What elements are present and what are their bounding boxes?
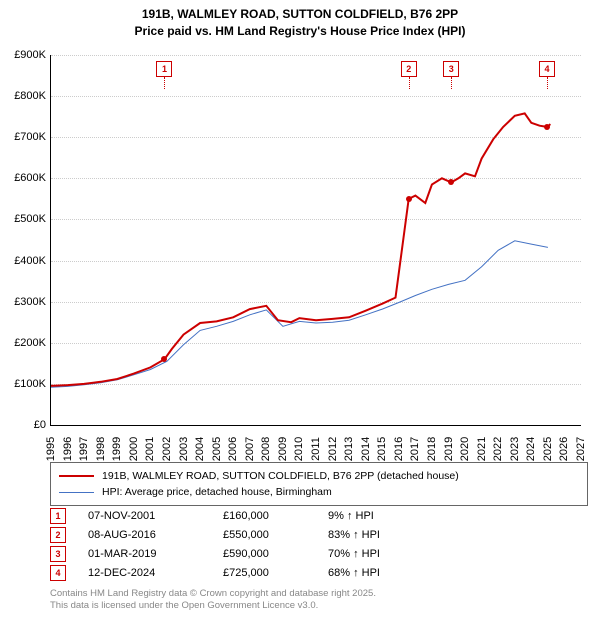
marker-dotted-line [547, 77, 548, 89]
x-tick-label: 1998 [95, 437, 107, 461]
chart-title: 191B, WALMLEY ROAD, SUTTON COLDFIELD, B7… [0, 0, 600, 40]
up-arrow-icon: ↑ HPI [353, 529, 380, 541]
transaction-date: 07-NOV-2001 [88, 510, 223, 522]
legend-label-1: 191B, WALMLEY ROAD, SUTTON COLDFIELD, B7… [102, 470, 459, 482]
up-arrow-icon: ↑ HPI [347, 510, 374, 522]
x-tick-label: 2009 [277, 437, 289, 461]
data-point-marker [544, 124, 550, 130]
transaction-price: £160,000 [223, 510, 328, 522]
legend-item-price-paid: 191B, WALMLEY ROAD, SUTTON COLDFIELD, B7… [59, 468, 579, 484]
transactions-table: 1 07-NOV-2001£160,0009% ↑ HPI 2 08-AUG-2016… [50, 506, 398, 582]
title-line-1: 191B, WALMLEY ROAD, SUTTON COLDFIELD, B7… [0, 6, 600, 23]
x-tick-label: 1995 [45, 437, 57, 461]
up-arrow-icon: ↑ HPI [353, 567, 380, 579]
transaction-date: 01-MAR-2019 [88, 548, 223, 560]
transaction-marker-num: 2 [50, 527, 66, 543]
transaction-row: 3 01-MAR-2019£590,00070% ↑ HPI [50, 544, 398, 563]
transaction-pct: 9% ↑ HPI [328, 510, 398, 522]
chart-plot-area: £0£100K£200K£300K£400K£500K£600K£700K£80… [50, 55, 581, 426]
y-tick-label: £300K [1, 296, 46, 308]
transaction-pct: 83% ↑ HPI [328, 529, 398, 541]
chart-marker-1: 1 [156, 61, 172, 77]
chart-marker-2: 2 [401, 61, 417, 77]
transaction-row: 4 12-DEC-2024£725,00068% ↑ HPI [50, 563, 398, 582]
footer-line-1: Contains HM Land Registry data © Crown c… [50, 588, 376, 600]
x-tick-label: 2016 [393, 437, 405, 461]
x-tick-label: 2022 [492, 437, 504, 461]
x-tick-label: 2014 [360, 437, 372, 461]
transaction-date: 12-DEC-2024 [88, 567, 223, 579]
x-tick-label: 2024 [525, 437, 537, 461]
transaction-price: £550,000 [223, 529, 328, 541]
y-tick-label: £500K [1, 213, 46, 225]
x-tick-label: 2021 [476, 437, 488, 461]
y-tick-label: £0 [1, 419, 46, 431]
legend-swatch-blue [59, 492, 94, 493]
x-tick-label: 2011 [310, 437, 322, 461]
marker-dotted-line [409, 77, 410, 89]
transaction-marker-num: 1 [50, 508, 66, 524]
x-tick-label: 2003 [178, 437, 190, 461]
x-tick-label: 2025 [542, 437, 554, 461]
footer-line-2: This data is licensed under the Open Gov… [50, 600, 376, 612]
footer-attribution: Contains HM Land Registry data © Crown c… [50, 588, 376, 613]
legend-item-hpi: HPI: Average price, detached house, Birm… [59, 484, 579, 500]
transaction-marker-num: 3 [50, 546, 66, 562]
x-tick-label: 2008 [260, 437, 272, 461]
transaction-pct: 68% ↑ HPI [328, 567, 398, 579]
transaction-price: £590,000 [223, 548, 328, 560]
x-tick-label: 2015 [376, 437, 388, 461]
x-tick-label: 2020 [459, 437, 471, 461]
y-tick-label: £100K [1, 378, 46, 390]
y-tick-label: £800K [1, 90, 46, 102]
transaction-row: 1 07-NOV-2001£160,0009% ↑ HPI [50, 506, 398, 525]
legend-label-2: HPI: Average price, detached house, Birm… [102, 486, 332, 498]
y-tick-label: £900K [1, 49, 46, 61]
transaction-row: 2 08-AUG-2016£550,00083% ↑ HPI [50, 525, 398, 544]
x-tick-label: 2001 [144, 437, 156, 461]
x-tick-label: 2004 [194, 437, 206, 461]
x-tick-label: 2007 [244, 437, 256, 461]
x-tick-label: 2023 [509, 437, 521, 461]
x-tick-label: 2010 [293, 437, 305, 461]
up-arrow-icon: ↑ HPI [353, 548, 380, 560]
data-point-marker [448, 179, 454, 185]
transaction-marker-num: 4 [50, 565, 66, 581]
chart-marker-3: 3 [443, 61, 459, 77]
x-tick-label: 2006 [227, 437, 239, 461]
x-tick-label: 1996 [62, 437, 74, 461]
legend-swatch-red [59, 475, 94, 477]
data-point-marker [161, 356, 167, 362]
legend: 191B, WALMLEY ROAD, SUTTON COLDFIELD, B7… [50, 462, 588, 506]
marker-dotted-line [451, 77, 452, 89]
x-tick-label: 2002 [161, 437, 173, 461]
x-tick-label: 1999 [111, 437, 123, 461]
x-tick-label: 2000 [128, 437, 140, 461]
chart-marker-4: 4 [539, 61, 555, 77]
transaction-pct: 70% ↑ HPI [328, 548, 398, 560]
y-tick-label: £700K [1, 131, 46, 143]
title-line-2: Price paid vs. HM Land Registry's House … [0, 23, 600, 40]
y-tick-label: £400K [1, 255, 46, 267]
y-tick-label: £600K [1, 172, 46, 184]
y-tick-label: £200K [1, 337, 46, 349]
transaction-price: £725,000 [223, 567, 328, 579]
transaction-date: 08-AUG-2016 [88, 529, 223, 541]
x-tick-label: 2026 [558, 437, 570, 461]
chart-svg [51, 55, 581, 425]
x-tick-label: 2027 [575, 437, 587, 461]
x-tick-label: 2013 [343, 437, 355, 461]
data-point-marker [406, 196, 412, 202]
marker-dotted-line [164, 77, 165, 89]
x-tick-label: 2017 [409, 437, 421, 461]
x-tick-label: 2012 [327, 437, 339, 461]
x-tick-label: 2019 [443, 437, 455, 461]
x-tick-label: 2018 [426, 437, 438, 461]
x-tick-label: 2005 [211, 437, 223, 461]
x-tick-label: 1997 [78, 437, 90, 461]
